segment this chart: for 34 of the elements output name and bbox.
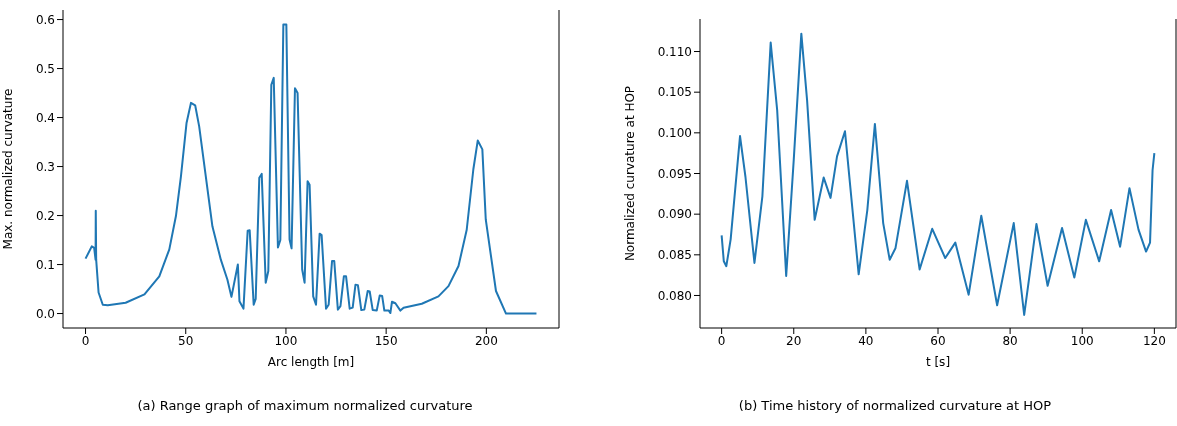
x-tick-label: 100 <box>1070 333 1094 348</box>
y-tick-label: 0.095 <box>657 166 692 181</box>
text: (b) Time history of normalized curvature at HOP <box>737 398 1053 413</box>
y-axis-title: Max. normalized curvature <box>1 88 16 250</box>
x-axis-title: t [s] <box>925 355 951 369</box>
y-tick-label: 0.080 <box>657 288 692 303</box>
x-tick-label: 100 <box>274 333 298 348</box>
x-tick-label: 40 <box>858 333 874 348</box>
y-tick-label: 0.3 <box>35 159 55 174</box>
x-tick-label: 50 <box>178 333 194 348</box>
x-tick-label: 60 <box>930 333 946 348</box>
x-tick-label: 0 <box>717 333 726 348</box>
y-tick-label: 0.4 <box>35 110 55 125</box>
y-tick-label: 0.105 <box>657 85 692 100</box>
y-tick-label: 0.090 <box>657 207 692 222</box>
y-tick-label: 0.5 <box>35 61 55 76</box>
y-tick-label: 0.6 <box>35 12 55 27</box>
y-axis-title: Normalized curvature at HOP <box>623 85 638 262</box>
x-tick-label: 80 <box>1002 333 1018 348</box>
x-tick-label: 150 <box>374 333 398 348</box>
x-tick-label: 120 <box>1142 333 1166 348</box>
y-tick-label: 0.110 <box>657 44 692 59</box>
y-tick-label: 0.085 <box>657 248 692 263</box>
y-tick-label: 0.100 <box>657 126 692 141</box>
x-tick-label: 0 <box>81 333 90 348</box>
x-tick-label: 200 <box>474 333 498 348</box>
x-axis-title: Arc length [m] <box>267 355 355 369</box>
y-tick-label: 0.0 <box>35 306 55 321</box>
line-series <box>84 23 538 315</box>
y-tick-label: 0.1 <box>35 257 55 272</box>
text: (a) Range graph of maximum normalized curvature <box>136 398 474 413</box>
line-series <box>720 32 1156 316</box>
x-tick-label: 20 <box>786 333 802 348</box>
y-tick-label: 0.2 <box>35 208 55 223</box>
